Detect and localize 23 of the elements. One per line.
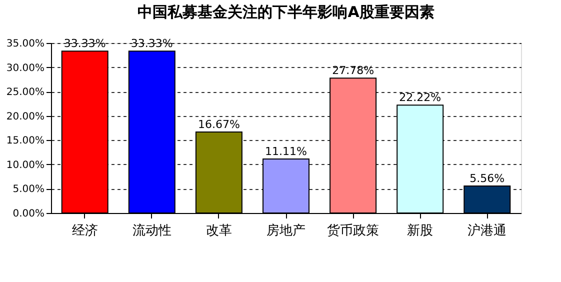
- data-label: 22.22%: [399, 91, 442, 104]
- y-tick-label: 10.00%: [6, 160, 44, 171]
- data-label: 16.67%: [198, 118, 240, 132]
- y-tick-label: 20.00%: [6, 111, 44, 122]
- y-tick-label: 5.00%: [12, 184, 44, 196]
- data-label: 33.33%: [130, 37, 173, 50]
- x-tick-label: 货币政策: [327, 224, 380, 238]
- x-tick-label: 沪港通: [468, 222, 507, 238]
- chart-title: 中国私募基金关注的下半年影响A股重要因素: [138, 3, 434, 21]
- x-tick-label: 经济: [72, 224, 98, 238]
- data-label: 11.11%: [265, 145, 307, 158]
- x-tick-label: 改革: [206, 224, 232, 238]
- data-label: 5.56%: [470, 172, 505, 185]
- data-label: 33.33%: [64, 37, 106, 50]
- x-tick-label: 流动性: [132, 222, 172, 238]
- y-tick-label: 35.00%: [6, 38, 44, 50]
- y-tick-label: 30.00%: [6, 62, 44, 74]
- y-tick-label: 25.00%: [6, 87, 44, 98]
- y-tick-label: 15.00%: [6, 136, 44, 147]
- x-tick-label: 房地产: [266, 222, 306, 238]
- data-label: 27.78%: [332, 64, 374, 78]
- x-tick-label: 新股: [407, 224, 434, 238]
- y-tick-label: 0.00%: [12, 208, 44, 220]
